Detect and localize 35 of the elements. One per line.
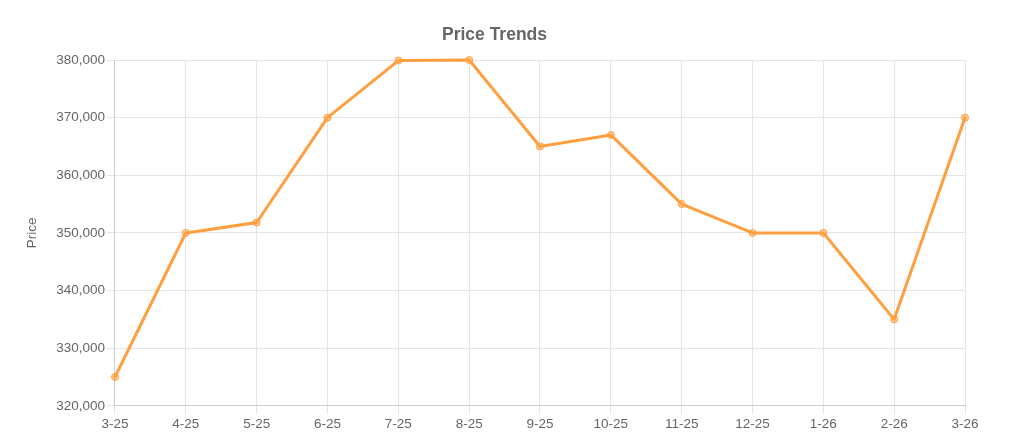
point [181,228,190,237]
point [961,113,969,122]
y-tick-label: 370,000 [56,109,105,125]
x-tick-label: 11-25 [664,415,699,431]
x-tick-label: 12-25 [735,415,770,431]
x-tick-label: 2-26 [880,415,908,431]
x-tick-label: 4-25 [172,415,200,431]
point [606,130,615,139]
chart-title: Price Trends [441,24,548,45]
point [890,315,899,324]
x-tick-label: 5-25 [243,415,271,431]
y-tick-label: 320,000 [56,397,105,413]
point [536,142,544,151]
point [465,56,474,64]
y-tick-label: 330,000 [56,339,105,355]
x-tick-label: 3-25 [101,415,129,431]
x-tick-label: 8-25 [455,415,483,431]
x-tick-label: 6-25 [313,415,342,431]
point [677,200,686,209]
x-tick-label: 1-26 [809,415,837,431]
y-tick-label: 380,000 [56,51,105,67]
x-tick-label: 7-25 [384,415,412,431]
y-tick-label: 360,000 [56,166,105,182]
x-tick-label: 10-25 [593,415,629,431]
point [111,372,119,381]
x-tick-label: 3-26 [951,415,979,431]
y-axis-title: Price [23,217,39,249]
point [394,56,403,65]
point [819,228,828,237]
y-tick-label: 350,000 [56,224,105,240]
point [252,218,261,227]
point [748,228,757,237]
x-tick-label: 9-25 [526,415,554,431]
y-tick-label: 340,000 [56,282,105,298]
point [323,113,332,122]
